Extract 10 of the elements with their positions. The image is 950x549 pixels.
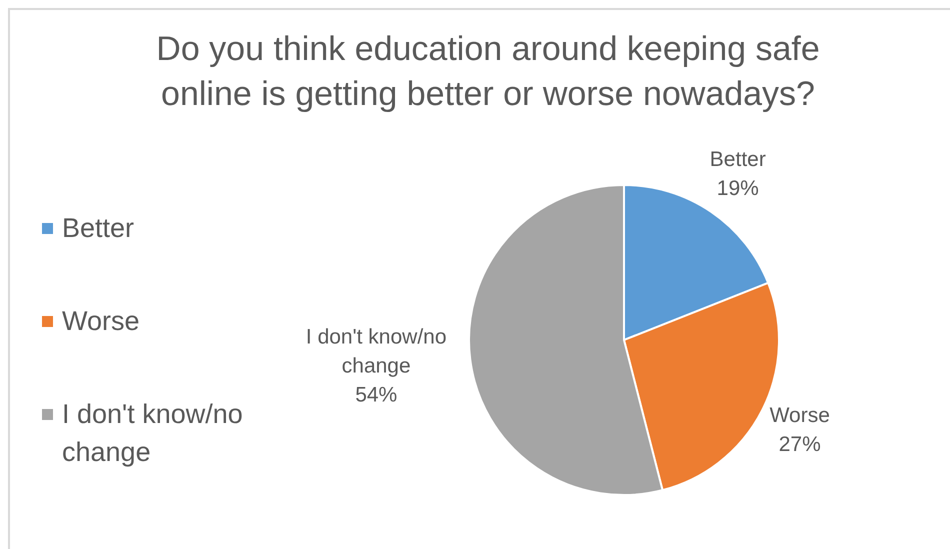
slice-label: Better: [710, 148, 766, 171]
data-label: 19%: [716, 176, 759, 200]
chart-title: Do you think education around keeping safe online is getting better or worse nowadays?: [155, 29, 821, 115]
legend-label: I don't know/no change: [62, 398, 244, 469]
data-label: 54%: [355, 384, 398, 407]
slice-label: I don't know/no change: [306, 326, 447, 378]
legend-label: Worse: [62, 305, 140, 338]
slice-label: Worse: [770, 404, 830, 428]
data-label: 27%: [778, 433, 821, 456]
legend-label: Better: [62, 212, 134, 245]
